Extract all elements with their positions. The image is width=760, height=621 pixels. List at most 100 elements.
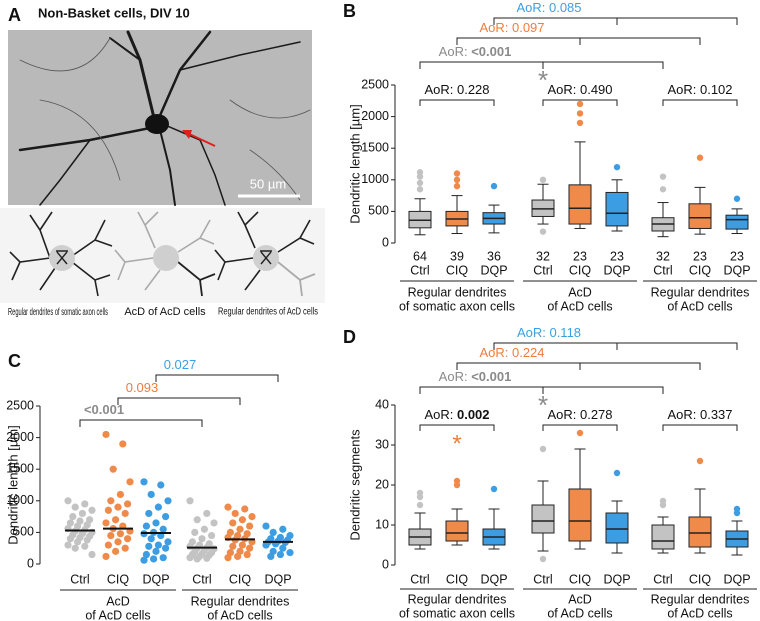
data-point [279,544,287,552]
top-bracket [117,397,241,405]
data-point [248,513,256,521]
y-tick-label: 500 [13,525,34,539]
top-bracket [155,374,279,382]
outlier [416,186,424,193]
data-point [159,554,167,562]
data-point [145,542,153,550]
data-point [159,525,167,533]
data-point [64,541,72,549]
data-point [186,497,194,505]
x-tick-label: DQP [480,572,507,586]
outlier [576,429,584,437]
data-point [203,509,211,518]
x-tick-label: CIQ [446,263,469,277]
outlier [416,173,424,180]
data-point [246,522,254,530]
data-point [142,550,150,559]
data-point [210,519,218,527]
outlier [539,228,547,235]
group-label: of somatic axon cells [399,299,515,313]
data-point [154,541,162,549]
box [688,516,712,548]
outlier [539,176,547,183]
data-point [109,465,117,473]
group-label: of somatic axon cells [399,606,515,620]
x-tick-label: Ctrl [410,572,429,586]
data-point [124,500,132,508]
x-tick-label: CIQ [689,263,712,277]
x-tick-label: CIQ [689,572,712,586]
schematic-label-line: Regular dendrites of somatic axon cells [8,307,108,318]
comparison-prefix: AoR: [547,407,576,422]
comparison-prefix: AoR: [547,82,576,97]
data-point [267,552,275,561]
data-point [112,516,120,524]
data-point [150,555,158,563]
schematic-1 [9,211,113,297]
schematic-soma [153,245,179,271]
comparison-value: 0.278 [580,407,613,422]
x-tick-label: DQP [603,263,630,277]
y-tick-label: 500 [368,204,389,218]
x-tick-label: DQP [480,263,507,277]
outlier [733,195,741,202]
x-tick-label: CIQ [107,572,130,586]
data-point [234,552,242,561]
data-point [276,550,284,559]
data-point [164,538,172,546]
bracket [419,99,495,106]
n-label: 23 [573,249,587,263]
n-label: 32 [656,249,670,263]
outlier [733,509,741,517]
outlier [539,555,547,563]
comparison-label: AoR: <0.001 [439,369,512,384]
data-point [208,531,216,540]
data-point [104,506,112,514]
y-tick-label: 0 [382,557,389,571]
data-point [238,516,246,524]
outlier [416,179,424,187]
comparison-label: 0.093 [126,380,159,395]
y-tick-label: 0 [27,556,34,570]
data-point [64,497,72,505]
outlier [696,457,704,465]
top-bracket [493,342,738,350]
group-label: of AcD cells [667,606,732,620]
y-axis-label: Dendritic length [µm] [347,104,362,223]
x-tick-label: DQP [264,572,291,586]
comparison-label: AoR: 0.228 [424,82,489,97]
soma [145,114,169,134]
comparison-value: <0.001 [84,402,124,417]
data-point [114,538,122,546]
bracket [542,99,618,106]
data-point [157,481,165,489]
axon-symbol [56,250,68,265]
top-bracket [79,419,203,427]
panel-letter: A [8,5,21,25]
data-point [229,542,237,550]
data-point [102,430,110,439]
x-tick-label: Ctrl [70,572,89,586]
outlier [453,182,461,190]
schematic-acd [177,261,216,297]
data-point [107,497,115,505]
x-tick-label: Ctrl [192,572,211,586]
box [531,504,555,534]
neuron-image [18,30,311,206]
box [688,203,712,229]
box [725,214,749,230]
comparison-label: AoR: 0.224 [479,345,544,360]
box [651,524,675,550]
star: * [538,65,548,95]
comparison-value: 0.002 [457,407,490,422]
group-label: Regular dendrites [651,285,750,299]
data-point [147,490,155,499]
star: * [538,390,548,420]
comparison-prefix: AoR: [424,407,453,422]
comparison-value: <0.001 [471,369,511,384]
data-point [74,538,82,546]
data-point [71,503,79,511]
data-point [262,541,270,549]
outlier [576,100,584,108]
n-label: 23 [610,249,624,263]
